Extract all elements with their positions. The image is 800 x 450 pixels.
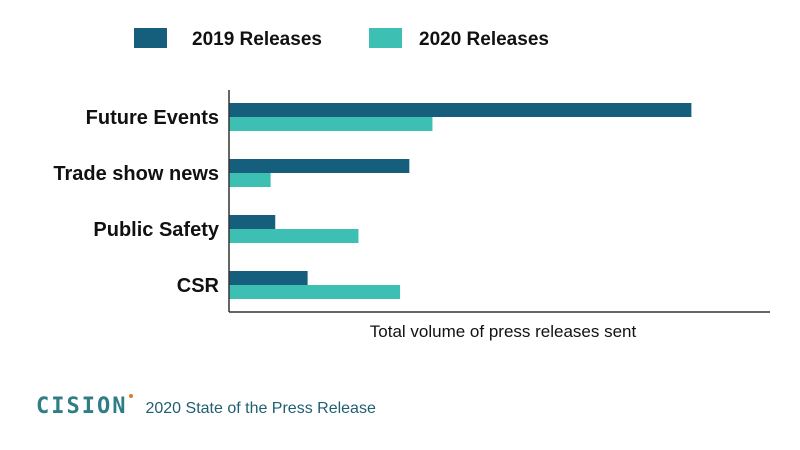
bar-2020-public-safety <box>229 229 359 243</box>
bar-2020-trade-show-news <box>229 173 271 187</box>
legend-label: 2020 Releases <box>419 29 549 50</box>
legend-swatch <box>369 28 402 48</box>
legend-swatch <box>134 28 167 48</box>
x-axis-label: Total volume of press releases sent <box>370 322 637 341</box>
category-label: Trade show news <box>53 163 219 185</box>
bar-2019-trade-show-news <box>229 159 410 173</box>
legend: 2019 Releases 2020 Releases <box>134 28 549 50</box>
bar-2020-csr <box>229 285 401 299</box>
bar-2019-future-events <box>229 103 692 117</box>
footer-caption: 2020 State of the Press Release <box>145 400 376 417</box>
bar-2020-future-events <box>229 117 433 131</box>
category-labels: Future Events Trade show news Public Safet… <box>53 107 219 297</box>
legend-label: 2019 Releases <box>192 29 322 50</box>
footer: CISION 2020 State of the Press Release <box>36 394 376 419</box>
category-label: CSR <box>177 275 220 297</box>
brand-logo: CISION <box>36 394 134 419</box>
category-label: Public Safety <box>93 219 219 241</box>
brand-dot-icon <box>129 394 134 398</box>
bars <box>229 103 692 299</box>
category-label: Future Events <box>86 107 219 129</box>
bar-2019-public-safety <box>229 215 276 229</box>
brand-logo-text: CISION <box>36 394 128 419</box>
bar-2019-csr <box>229 271 308 285</box>
